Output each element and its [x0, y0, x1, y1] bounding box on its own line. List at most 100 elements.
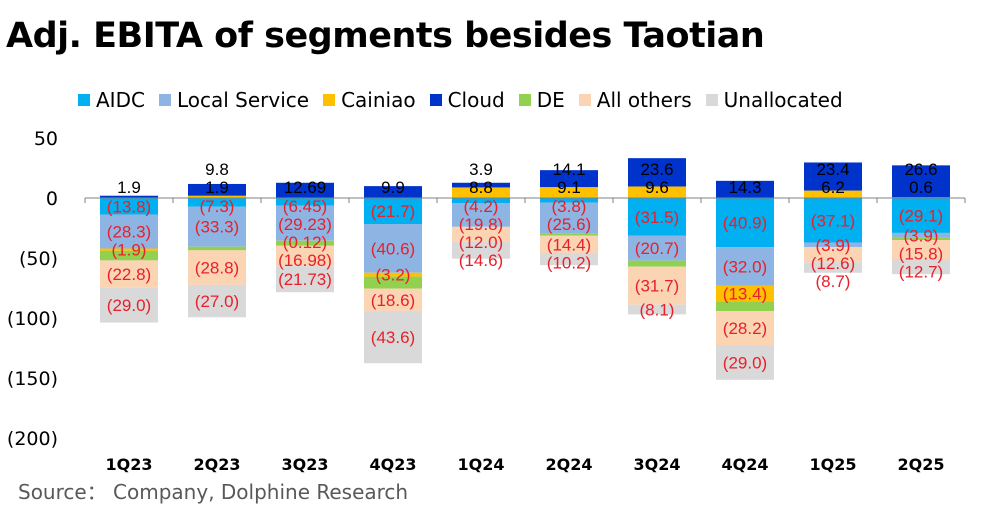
bar-segment [364, 198, 422, 225]
data-label: (40.9) [723, 214, 767, 233]
data-label: (28.2) [723, 319, 767, 338]
bar-segment [276, 205, 334, 241]
bar-segment [540, 202, 598, 234]
data-label: (1.9) [112, 241, 147, 260]
x-tick-label: 4Q23 [370, 455, 417, 474]
data-label: (33.3) [195, 218, 239, 237]
bar-segment [100, 214, 158, 249]
bar-segment [716, 247, 774, 286]
bar-segment [628, 198, 686, 236]
bar-segment [364, 276, 422, 289]
bar-segment [100, 195, 158, 198]
legend: AIDC Local Service Cainiao Cloud DE All other… [78, 88, 843, 112]
y-tick-label: 50 [34, 128, 58, 150]
legend-label: DE [536, 88, 565, 112]
legend-item: All others [578, 88, 692, 112]
bar-segment [716, 345, 774, 380]
data-label: 6.2 [821, 178, 845, 197]
data-label: (22.8) [107, 265, 151, 284]
data-label: (3.9) [904, 226, 939, 245]
x-tick-label: 1Q24 [458, 455, 505, 474]
x-tick-label: 3Q24 [634, 455, 681, 474]
data-label: (12.0) [459, 233, 503, 252]
bar-segment [804, 198, 862, 243]
x-tick-label: 3Q23 [282, 455, 329, 474]
legend-item: DE [518, 88, 565, 112]
data-label: (32.0) [723, 257, 767, 276]
bar-segment [276, 266, 334, 293]
data-label: 1.9 [205, 178, 229, 197]
bar-segment [276, 240, 334, 246]
bar-segment [364, 186, 422, 198]
data-label: 12.69 [284, 178, 327, 197]
bar-segment [452, 241, 510, 259]
data-label: (31.5) [635, 208, 679, 227]
bar-segment [628, 235, 686, 261]
bar-segment [540, 233, 598, 236]
data-label: 1.9 [117, 178, 141, 197]
x-tick-label: 1Q25 [810, 455, 857, 474]
bar-segment [804, 162, 862, 191]
bar-segment [804, 262, 862, 273]
bar-segment [540, 235, 598, 253]
bar-segment [100, 250, 158, 261]
data-label: (37.1) [811, 211, 855, 230]
legend-label: AIDC [96, 88, 145, 112]
legend-label: Cloud [447, 88, 505, 112]
data-label: (29.1) [899, 206, 943, 225]
bar-segment [364, 310, 422, 364]
bar-segment [452, 198, 510, 204]
bar-segment [628, 158, 686, 187]
bar-segment [100, 287, 158, 323]
legend-item: Local Service [158, 88, 309, 112]
y-tick-label: 0 [46, 188, 58, 210]
data-label: (3.2) [376, 266, 411, 285]
data-label: (31.7) [635, 277, 679, 296]
bar-segment [100, 248, 158, 251]
data-label: (6.45) [283, 197, 327, 216]
data-label: 3.9 [469, 160, 493, 179]
data-label: (13.4) [723, 285, 767, 304]
x-tick-label: 1Q23 [106, 455, 153, 474]
data-label: (10.2) [547, 253, 591, 272]
legend-item: Unallocated [705, 88, 843, 112]
data-label: (0.12) [283, 233, 327, 252]
data-label: (12.6) [811, 254, 855, 273]
bar-segment [452, 203, 510, 227]
data-label: (8.7) [816, 272, 851, 291]
data-label: (4.2) [464, 197, 499, 216]
chart-title: Adj. EBITA of segments besides Taotian [6, 16, 765, 56]
data-label: (8.1) [640, 301, 675, 320]
data-label: (14.4) [547, 235, 591, 254]
bar-segment [188, 198, 246, 207]
bar-segment [892, 165, 950, 198]
data-label: (19.8) [459, 215, 503, 234]
data-label: (16.98) [278, 251, 332, 270]
legend-label: Unallocated [723, 88, 843, 112]
x-tick-label: 2Q24 [546, 455, 593, 474]
data-label: (28.8) [195, 259, 239, 278]
data-label: (3.9) [816, 236, 851, 255]
legend-swatch [158, 94, 171, 106]
legend-label: Cainiao [341, 88, 416, 112]
bar-segment [716, 198, 774, 248]
data-label: 0.6 [909, 178, 933, 197]
bar-segment [452, 182, 510, 188]
bar-segment [628, 260, 686, 267]
bar-segment [364, 288, 422, 311]
bar-segment [892, 237, 950, 240]
y-tick-label: (200) [7, 428, 58, 450]
data-label: (28.3) [107, 223, 151, 242]
legend-item: Cloud [429, 88, 505, 112]
bar-segment [540, 170, 598, 188]
legend-label: All others [596, 88, 692, 112]
bar-segment [188, 246, 246, 251]
bar-segment [188, 183, 246, 196]
data-label: (21.73) [278, 270, 332, 289]
data-label: (13.8) [107, 197, 151, 216]
legend-item: AIDC [78, 88, 145, 112]
bar-segment [804, 190, 862, 198]
data-label: 9.6 [645, 178, 669, 197]
legend-swatch [578, 94, 591, 106]
